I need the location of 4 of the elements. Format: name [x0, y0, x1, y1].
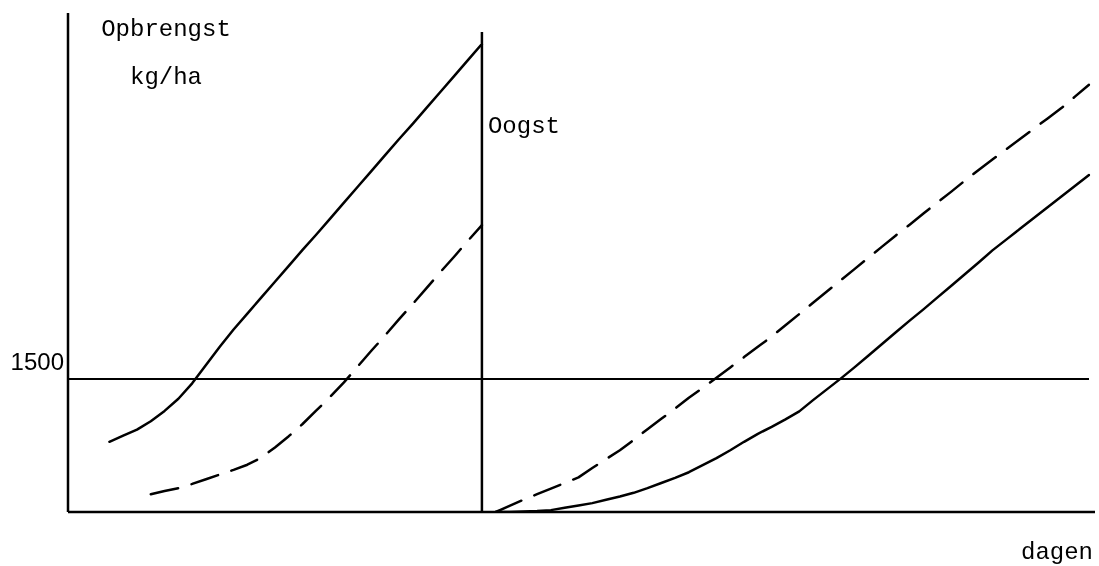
- text: 1500: [10, 348, 64, 376]
- y-axis-title: Opbrengst kg/ha: [101, 15, 231, 93]
- x-axis-title: dagen: [1020, 538, 1093, 566]
- annotation: Oogst: [487, 113, 560, 140]
